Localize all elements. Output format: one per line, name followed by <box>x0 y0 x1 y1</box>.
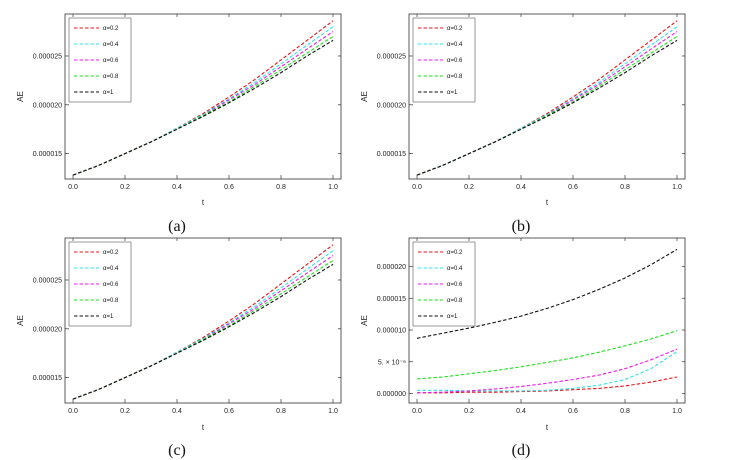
legend-label: α=0.6 <box>447 58 463 64</box>
y-tick-label: 0.000010 <box>377 328 406 335</box>
x-tick-label: 0.6 <box>224 408 234 415</box>
chart-panel-1: 0.0 0.2 0.4 0.6 0.8 1.0 0.000015 0.000020 0.0000… <box>16 13 342 235</box>
legend-box <box>412 241 476 327</box>
y-tick-label: 0.000025 <box>33 277 62 284</box>
legend-label: α=1 <box>447 314 458 320</box>
panel-label: (a) <box>168 218 186 235</box>
chart-panel-3: 0.0 0.2 0.4 0.6 0.8 1.0 0.000015 0.000020 0.0000… <box>16 237 342 459</box>
y-tick-label: 0.000020 <box>377 264 406 271</box>
x-tick-label: 0.4 <box>516 184 526 191</box>
plot-frame <box>64 13 342 180</box>
legend-label: α=0.8 <box>103 74 119 80</box>
series-line-5 <box>72 39 334 176</box>
series-line-5 <box>72 263 334 400</box>
x-tick-label: 1.0 <box>328 184 338 191</box>
x-axis-label: t <box>546 423 549 432</box>
panel-label: (c) <box>168 442 186 459</box>
legend-label: α=0.6 <box>447 282 463 288</box>
y-tick-label: 0.000020 <box>33 326 62 333</box>
legend-label: α=0.8 <box>447 298 463 304</box>
y-tick-label: 0.000020 <box>33 102 62 109</box>
legend-label: α=1 <box>103 314 114 320</box>
x-tick-label: 0.8 <box>620 184 630 191</box>
x-tick-label: 0.8 <box>276 408 286 415</box>
y-axis-label: AE <box>16 315 25 326</box>
x-tick-label: 0.6 <box>568 184 578 191</box>
x-axis-label: t <box>546 198 549 207</box>
x-tick-label: 0.6 <box>224 184 234 191</box>
y-axis-label: AE <box>360 91 369 102</box>
x-axis-label: t <box>202 423 205 432</box>
legend-label: α=0.6 <box>103 58 119 64</box>
plot-frame <box>408 13 686 180</box>
chart-panel-2: 0.0 0.2 0.4 0.6 0.8 1.0 0.000015 0.000020 0.0000… <box>360 13 686 235</box>
legend-box <box>68 241 132 327</box>
y-tick-label: 0.000025 <box>377 53 406 60</box>
legend-label: α=0.8 <box>447 74 463 80</box>
x-tick-label: 0.4 <box>172 184 182 191</box>
plot-frame <box>64 237 342 404</box>
legend-label: α=1 <box>447 90 458 96</box>
y-tick-label: 0.000015 <box>377 151 406 158</box>
chart-panel-4: 0.0 0.2 0.4 0.6 0.8 1.0 0.000000 5. × 10⁻⁶ 0.000… <box>360 237 686 459</box>
series-line-5 <box>416 39 678 176</box>
legend-label: α=0.4 <box>447 42 463 48</box>
x-axis-label: t <box>202 198 205 207</box>
series-line-3 <box>416 348 678 394</box>
plot-frame <box>408 237 686 404</box>
x-tick-label: 0.0 <box>412 184 422 191</box>
y-tick-label: 5. × 10⁻⁶ <box>378 359 406 366</box>
x-tick-label: 0.4 <box>172 408 182 415</box>
x-tick-label: 0.4 <box>516 408 526 415</box>
legend-label: α=0.6 <box>103 282 119 288</box>
y-tick-label: 0.000015 <box>377 296 406 303</box>
legend-label: α=0.2 <box>447 250 463 256</box>
x-tick-label: 1.0 <box>328 408 338 415</box>
x-tick-label: 1.0 <box>672 184 682 191</box>
panel-label: (d) <box>512 442 531 459</box>
y-axis-label: AE <box>16 91 25 102</box>
legend-box <box>412 17 476 103</box>
x-tick-label: 0.8 <box>276 184 286 191</box>
legend-label: α=1 <box>103 90 114 96</box>
x-tick-label: 0.2 <box>464 184 474 191</box>
series-line-1 <box>417 376 678 394</box>
series-line-4 <box>416 330 678 380</box>
legend-label: α=0.2 <box>447 26 463 32</box>
legend-label: α=0.4 <box>447 266 463 272</box>
y-tick-label: 0.000015 <box>33 151 62 158</box>
legend-label: α=0.8 <box>103 298 119 304</box>
legend-box <box>68 17 132 103</box>
x-tick-label: 0.0 <box>68 408 78 415</box>
x-tick-label: 0.2 <box>120 408 130 415</box>
y-tick-label: 0.000025 <box>33 53 62 60</box>
series-line-5 <box>416 248 678 339</box>
legend-label: α=0.2 <box>103 250 119 256</box>
x-tick-label: 0.8 <box>620 408 630 415</box>
y-tick-label: 0.000015 <box>33 375 62 382</box>
x-tick-label: 0.0 <box>68 184 78 191</box>
series-line-2 <box>417 351 678 392</box>
x-tick-label: 0.0 <box>412 408 422 415</box>
x-tick-label: 0.6 <box>568 408 578 415</box>
legend-label: α=0.4 <box>103 42 119 48</box>
x-tick-label: 1.0 <box>672 408 682 415</box>
y-tick-label: 0.000000 <box>377 391 406 398</box>
legend-label: α=0.2 <box>103 26 119 32</box>
panel-label: (b) <box>512 218 531 235</box>
y-axis-label: AE <box>360 315 369 326</box>
x-tick-label: 0.2 <box>120 184 130 191</box>
x-tick-label: 0.2 <box>464 408 474 415</box>
y-tick-label: 0.000020 <box>377 102 406 109</box>
legend-label: α=0.4 <box>103 266 119 272</box>
